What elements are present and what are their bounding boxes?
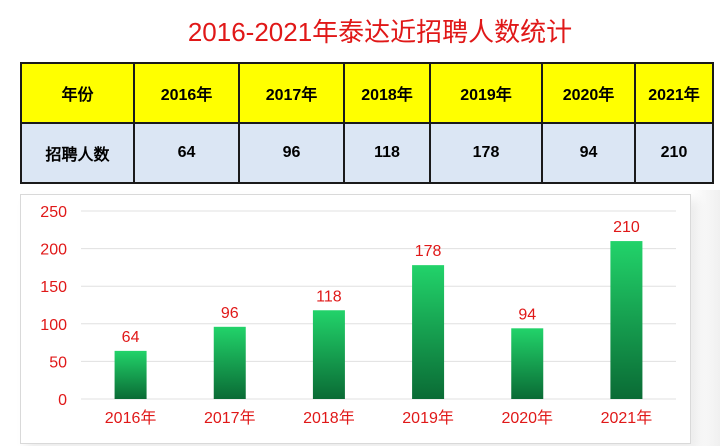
x-tick-label: 2016年 — [105, 409, 157, 427]
y-tick-label: 100 — [40, 317, 67, 334]
bar — [412, 265, 445, 399]
table-header-row: 年份 2016年 2017年 2018年 2019年 2020年 2021年 — [20, 62, 714, 124]
table-header-cell: 2018年 — [343, 62, 431, 124]
page-title: 2016-2021年泰达近招聘人数统计 — [187, 17, 573, 47]
table-cell: 64 — [133, 122, 240, 184]
bar — [213, 326, 246, 399]
data-label: 178 — [415, 243, 442, 260]
x-tick-label: 2018年 — [303, 409, 355, 427]
x-tick-label: 2020年 — [501, 409, 553, 427]
table-cell: 118 — [343, 122, 431, 184]
table-cell: 178 — [429, 122, 543, 184]
table-row: 招聘人数 64 96 118 178 94 210 — [20, 122, 714, 184]
data-label: 94 — [518, 306, 536, 323]
table-cell: 96 — [238, 122, 345, 184]
bar — [610, 241, 643, 399]
y-tick-label: 50 — [49, 354, 67, 371]
bar-chart-svg: 0 50 100 150 200 250 64 2016年 96 2017年 118 2018年 178… — [40, 204, 676, 427]
table-cell: 210 — [634, 122, 714, 184]
x-tick-label: 2017年 — [204, 409, 256, 427]
bar — [114, 350, 147, 399]
table-header-cell: 年份 — [20, 62, 135, 124]
y-tick-label: 200 — [40, 242, 67, 259]
recruitment-table: 年份 2016年 2017年 2018年 2019年 2020年 2021年 招… — [20, 62, 714, 184]
y-tick-label: 250 — [40, 204, 67, 221]
data-label: 64 — [122, 329, 140, 346]
table-header-cell: 2017年 — [238, 62, 345, 124]
table-header-cell: 2020年 — [541, 62, 636, 124]
x-tick-label: 2019年 — [402, 409, 454, 427]
data-label: 118 — [316, 288, 342, 305]
bar-chart: 0 50 100 150 200 250 64 2016年 96 2017年 118 2018年 178… — [20, 194, 691, 444]
table-header-cell: 2016年 — [133, 62, 240, 124]
bar — [511, 328, 544, 399]
bar — [312, 310, 345, 399]
table-cell: 94 — [541, 122, 636, 184]
y-tick-label: 0 — [58, 392, 67, 409]
data-label: 210 — [613, 219, 640, 236]
table-row-label: 招聘人数 — [20, 122, 135, 184]
decorative-fade — [690, 190, 720, 446]
data-label: 96 — [221, 305, 239, 322]
table-header-cell: 2021年 — [634, 62, 714, 124]
x-tick-label: 2021年 — [601, 409, 653, 427]
table-header-cell: 2019年 — [429, 62, 543, 124]
y-tick-label: 150 — [40, 279, 67, 296]
